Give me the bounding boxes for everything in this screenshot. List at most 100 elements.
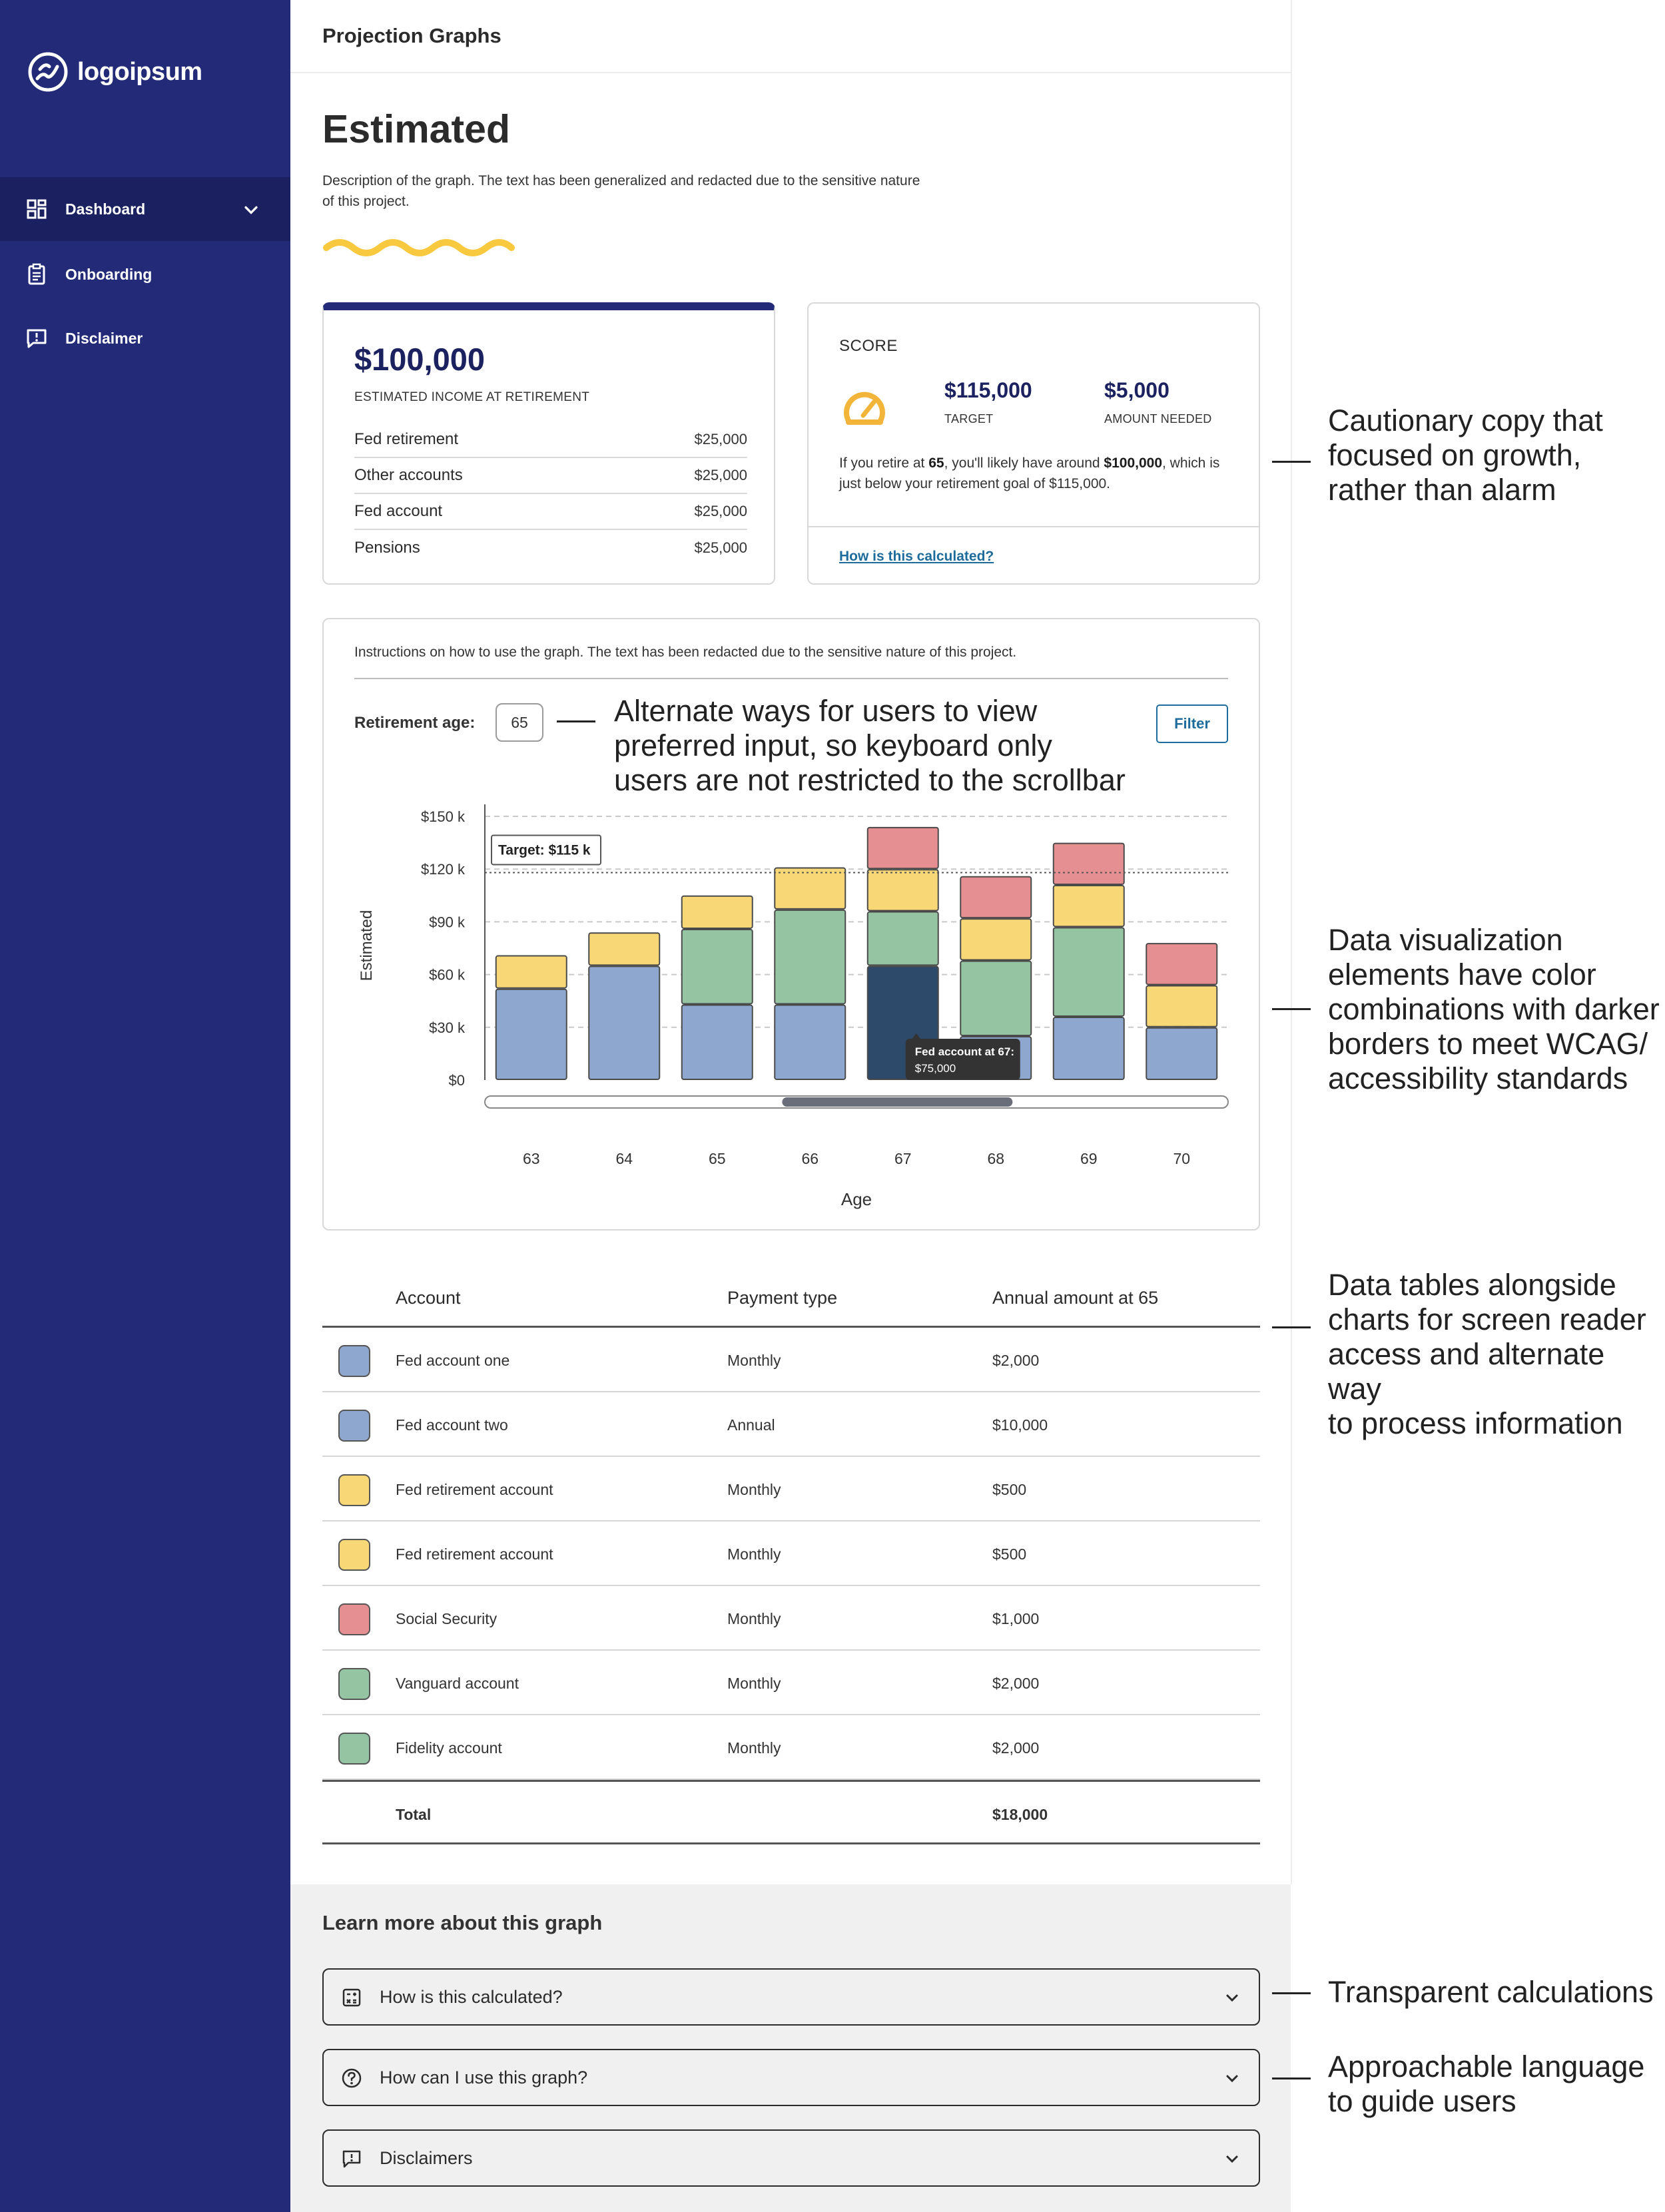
account-cell: Fed retirement account xyxy=(396,1481,553,1498)
color-swatch xyxy=(338,1733,370,1765)
accordion-label: Disclaimers xyxy=(380,2148,473,2168)
calculator-icon xyxy=(342,1988,361,2007)
amount-cell: $2,000 xyxy=(992,1739,1040,1757)
needed-stat: $5,000 AMOUNT NEEDED xyxy=(1104,378,1212,426)
table-row: Fidelity account Monthly $2,000 xyxy=(322,1715,1260,1780)
color-swatch xyxy=(338,1410,370,1442)
chart-instructions: Instructions on how to use the graph. Th… xyxy=(354,645,1017,660)
sidebar-item-label: Disclaimer xyxy=(65,329,143,347)
accordion-disclaimers[interactable]: Disclaimers xyxy=(322,2129,1260,2187)
amount-cell: $10,000 xyxy=(992,1416,1048,1434)
message-alert-icon xyxy=(342,2150,361,2168)
message-alert-icon xyxy=(27,329,47,348)
chevron-down-icon xyxy=(1226,2155,1238,2163)
payment-type-cell: Annual xyxy=(727,1416,775,1434)
annotation-input: Alternate ways for users to view preferre… xyxy=(614,694,1126,797)
bar-segment xyxy=(681,1004,753,1080)
page-description: Description of the graph. The text has b… xyxy=(322,173,920,209)
income-row-label: Pensions xyxy=(354,539,420,557)
x-tick-label: 65 xyxy=(709,1150,726,1167)
total-amount: $18,000 xyxy=(992,1806,1048,1823)
amount-cell: $2,000 xyxy=(992,1675,1040,1692)
total-label: Total xyxy=(396,1806,432,1823)
bar-segment xyxy=(1146,943,1218,985)
table-row: Vanguard account Monthly $2,000 xyxy=(322,1651,1260,1715)
logo-text: logoipsum xyxy=(77,57,202,86)
payment-type-cell: Monthly xyxy=(727,1481,781,1498)
target-value: $115,000 xyxy=(944,378,1032,402)
accordion-how-calculated[interactable]: How is this calculated? xyxy=(322,1968,1260,2026)
scrollbar-thumb[interactable] xyxy=(782,1097,1013,1107)
table-row: Fed retirement account Monthly $500 xyxy=(322,1457,1260,1521)
y-tick-label: $90 k xyxy=(429,914,466,930)
retirement-age-input[interactable]: 65 xyxy=(496,703,543,742)
page-title: Estimated xyxy=(322,107,510,151)
income-row-value: $25,000 xyxy=(694,431,747,447)
income-row: Fed retirement $25,000 xyxy=(354,422,747,458)
sidebar-item-disclaimer[interactable]: Disclaimer xyxy=(0,306,290,370)
table-row: Fed retirement account Monthly $500 xyxy=(322,1521,1260,1586)
x-tick-label: 70 xyxy=(1173,1150,1190,1167)
annotation-connector xyxy=(557,720,595,722)
annotation-connector xyxy=(1272,1008,1311,1010)
income-breakdown: Fed retirement $25,000 Other accounts $2… xyxy=(354,422,747,566)
y-axis-label: Estimated xyxy=(358,910,376,981)
bar-segment xyxy=(866,869,939,912)
accordion-label: How is this calculated? xyxy=(380,1987,563,2007)
amount-cell: $500 xyxy=(992,1481,1027,1498)
y-tick-label: $150 k xyxy=(421,808,466,825)
bar-segment xyxy=(774,1004,846,1080)
logo[interactable]: logoipsum xyxy=(28,52,202,92)
color-swatch xyxy=(338,1539,370,1571)
amount-cell: $500 xyxy=(992,1545,1027,1563)
tooltip-box xyxy=(905,1039,1020,1080)
annotation-connector xyxy=(1272,1992,1311,1994)
how-calculated-link[interactable]: How is this calculated? xyxy=(839,549,994,564)
page-header-title: Projection Graphs xyxy=(322,24,501,47)
income-row: Other accounts $25,000 xyxy=(354,458,747,494)
account-cell: Fed account two xyxy=(396,1416,508,1434)
bar-segment xyxy=(1146,1027,1218,1080)
bar-segment xyxy=(495,955,567,989)
accounts-table: Account Payment type Annual amount at 65… xyxy=(322,1268,1260,1844)
annotation-score: Cautionary copy that focused on growth, ra… xyxy=(1328,404,1603,507)
decorative-squiggle xyxy=(323,239,515,256)
annotation-chart: Data visualization elements have color com… xyxy=(1328,923,1660,1095)
payment-type-cell: Monthly xyxy=(727,1545,781,1563)
score-card: SCORE $115,000 TARGET $5,000 AMOUNT NEED… xyxy=(807,302,1260,585)
main-content: Projection Graphs Estimated Description … xyxy=(290,0,1291,2212)
stacked-bar-chart: $0 $30 k $60 k $90 k $120 k $150 k 63 64 65 66 67 6… xyxy=(358,804,1229,1209)
chart-card: Instructions on how to use the graph. Th… xyxy=(322,618,1260,1231)
column-header-amount: Annual amount at 65 xyxy=(992,1288,1159,1308)
account-cell: Fed retirement account xyxy=(396,1545,553,1563)
chevron-down-icon[interactable] xyxy=(240,199,262,222)
accordion-label: How can I use this graph? xyxy=(380,2068,588,2087)
chevron-down-icon xyxy=(1226,2075,1238,2083)
sidebar-item-dashboard[interactable]: Dashboard xyxy=(0,177,290,241)
amount-cell: $1,000 xyxy=(992,1610,1040,1627)
income-amount: $100,000 xyxy=(354,342,486,377)
sidebar-item-label: Dashboard xyxy=(65,200,146,218)
income-label: ESTIMATED INCOME AT RETIREMENT xyxy=(354,390,590,404)
table-row: Social Security Monthly $1,000 xyxy=(322,1586,1260,1651)
annotation-connector xyxy=(1272,1326,1311,1328)
income-row-value: $25,000 xyxy=(694,503,747,519)
income-row-label: Fed retirement xyxy=(354,430,459,448)
divider xyxy=(1291,0,1292,1884)
bar-segment xyxy=(960,918,1032,961)
filter-button[interactable]: Filter xyxy=(1156,704,1228,743)
income-row: Pensions $25,000 xyxy=(354,530,747,566)
needed-value: $5,000 xyxy=(1104,378,1169,402)
x-tick-label: 67 xyxy=(894,1150,912,1167)
payment-type-cell: Monthly xyxy=(727,1610,781,1627)
table-header: Account Payment type Annual amount at 65 xyxy=(322,1268,1260,1328)
sidebar-item-onboarding[interactable]: Onboarding xyxy=(0,242,290,306)
bar-segment xyxy=(681,928,753,1005)
x-tick-label: 64 xyxy=(615,1150,633,1167)
account-cell: Social Security xyxy=(396,1610,498,1627)
color-swatch xyxy=(338,1345,370,1377)
accordion-how-use[interactable]: How can I use this graph? xyxy=(322,2049,1260,2106)
target-stat: $115,000 TARGET xyxy=(944,378,1032,426)
account-cell: Fidelity account xyxy=(396,1739,502,1757)
